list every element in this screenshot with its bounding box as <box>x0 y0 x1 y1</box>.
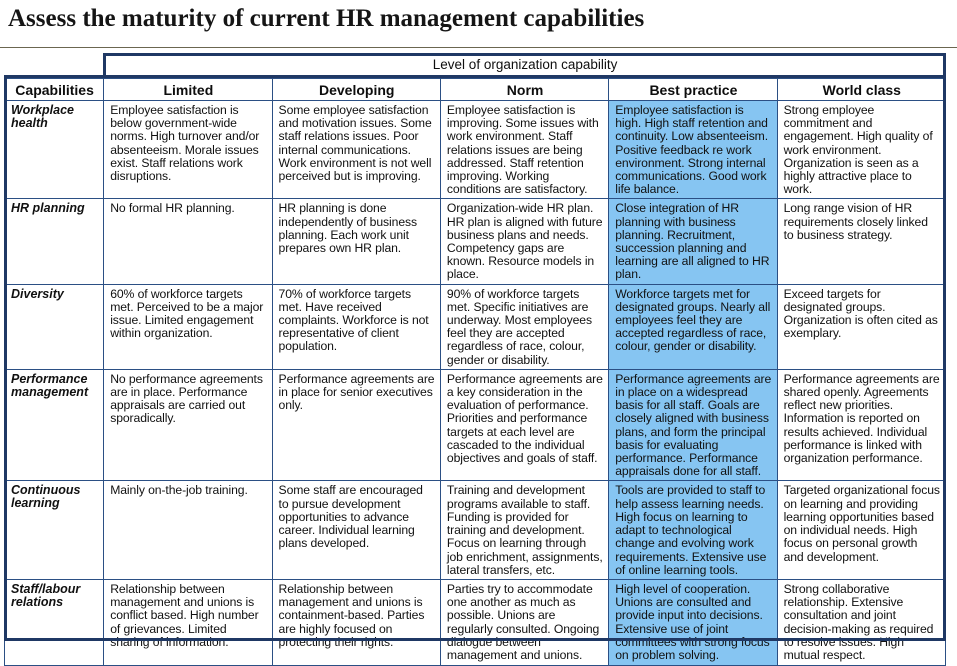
table-body: Workplace health Employee satisfaction i… <box>3 99 947 666</box>
cell-continuous-learning-best-practice: Tools are provided to staff to help asse… <box>608 480 778 580</box>
table-row: Staff/labour relations Relationship betw… <box>3 578 947 666</box>
cell-staff-labour-relations-best-practice: High level of cooperation. Unions are co… <box>608 578 778 666</box>
table-corner-blank <box>5 54 104 79</box>
table-row: HR planning No formal HR planning. HR pl… <box>3 198 947 285</box>
table-row: Performance management No performance ag… <box>3 368 947 482</box>
column-header-norm: Norm <box>439 78 610 101</box>
table-row: Diversity 60% of workforce targets met. … <box>3 283 947 370</box>
table-row: Continuous learning Mainly on-the-job tr… <box>3 480 947 580</box>
row-label-diversity: Diversity <box>3 283 105 370</box>
cell-continuous-learning-world-class: Targeted organizational focus on learnin… <box>776 480 947 580</box>
page-title: Assess the maturity of current HR manage… <box>8 5 645 32</box>
cell-workplace-health-developing: Some employee satisfaction and motivatio… <box>271 99 441 200</box>
cell-diversity-best-practice: Workforce targets met for designated gro… <box>608 283 778 370</box>
row-label-continuous-learning: Continuous learning <box>3 480 105 580</box>
title-divider <box>0 47 957 48</box>
group-header-level-of-capability: Level of organization capability <box>103 53 946 79</box>
row-label-staff-labour-relations: Staff/labour relations <box>3 578 105 666</box>
cell-continuous-learning-developing: Some staff are encouraged to pursue deve… <box>271 480 441 580</box>
column-header-row: Capabilities Limited Developing Norm Bes… <box>3 78 947 101</box>
cell-hr-planning-best-practice: Close integration of HR planning with bu… <box>608 198 778 285</box>
row-label-performance-management: Performance management <box>3 368 105 482</box>
cell-diversity-norm: 90% of workforce targets met. Specific i… <box>439 283 610 370</box>
group-header-row: Level of organization capability <box>5 53 946 79</box>
cell-staff-labour-relations-developing: Relationship between management and unio… <box>271 578 441 666</box>
cell-continuous-learning-norm: Training and development programs availa… <box>439 480 610 580</box>
cell-performance-management-limited: No performance agreements are in place. … <box>103 368 273 482</box>
cell-hr-planning-world-class: Long range vision of HR requirements clo… <box>776 198 947 285</box>
title-block: Assess the maturity of current HR manage… <box>8 4 938 44</box>
row-label-workplace-health: Workplace health <box>3 99 105 200</box>
cell-performance-management-world-class: Performance agreements are shared openly… <box>776 368 947 482</box>
slide-canvas: Assess the maturity of current HR manage… <box>0 4 957 666</box>
cell-performance-management-developing: Performance agreements are in place for … <box>271 368 441 482</box>
table-head: Level of organization capability Capabil… <box>3 53 947 101</box>
cell-workplace-health-world-class: Strong employee commitment and engagemen… <box>776 99 947 200</box>
cell-diversity-developing: 70% of workforce targets met. Have recei… <box>271 283 441 370</box>
column-header-best-practice: Best practice <box>608 78 778 101</box>
cell-staff-labour-relations-norm: Parties try to accommodate one another a… <box>439 578 610 666</box>
column-header-world-class: World class <box>776 78 947 101</box>
table-row: Workplace health Employee satisfaction i… <box>3 99 947 200</box>
cell-performance-management-best-practice: Performance agreements are in place on a… <box>608 368 778 482</box>
cell-staff-labour-relations-limited: Relationship between management and unio… <box>103 578 273 666</box>
capability-matrix: Level of organization capability Capabil… <box>3 53 947 666</box>
cell-diversity-limited: 60% of workforce targets met. Perceived … <box>103 283 273 370</box>
cell-workplace-health-norm: Employee satisfaction is improving. Some… <box>439 99 610 200</box>
cell-hr-planning-developing: HR planning is done independently of bus… <box>271 198 441 285</box>
cell-workplace-health-best-practice: Employee satisfaction is high. High staf… <box>608 99 778 200</box>
cell-hr-planning-norm: Organization-wide HR plan. HR plan is al… <box>439 198 610 285</box>
cell-hr-planning-limited: No formal HR planning. <box>103 198 273 285</box>
cell-workplace-health-limited: Employee satisfaction is below governmen… <box>103 99 273 200</box>
column-header-capabilities: Capabilities <box>3 78 105 101</box>
row-label-hr-planning: HR planning <box>3 198 105 285</box>
column-header-developing: Developing <box>271 78 441 101</box>
maturity-table: Level of organization capability Capabil… <box>3 53 947 666</box>
cell-staff-labour-relations-world-class: Strong collaborative relationship. Exten… <box>776 578 947 666</box>
cell-performance-management-norm: Performance agreements are a key conside… <box>439 368 610 482</box>
cell-diversity-world-class: Exceed targets for designated groups. Or… <box>776 283 947 370</box>
column-header-limited: Limited <box>103 78 273 101</box>
cell-continuous-learning-limited: Mainly on-the-job training. <box>103 480 273 580</box>
